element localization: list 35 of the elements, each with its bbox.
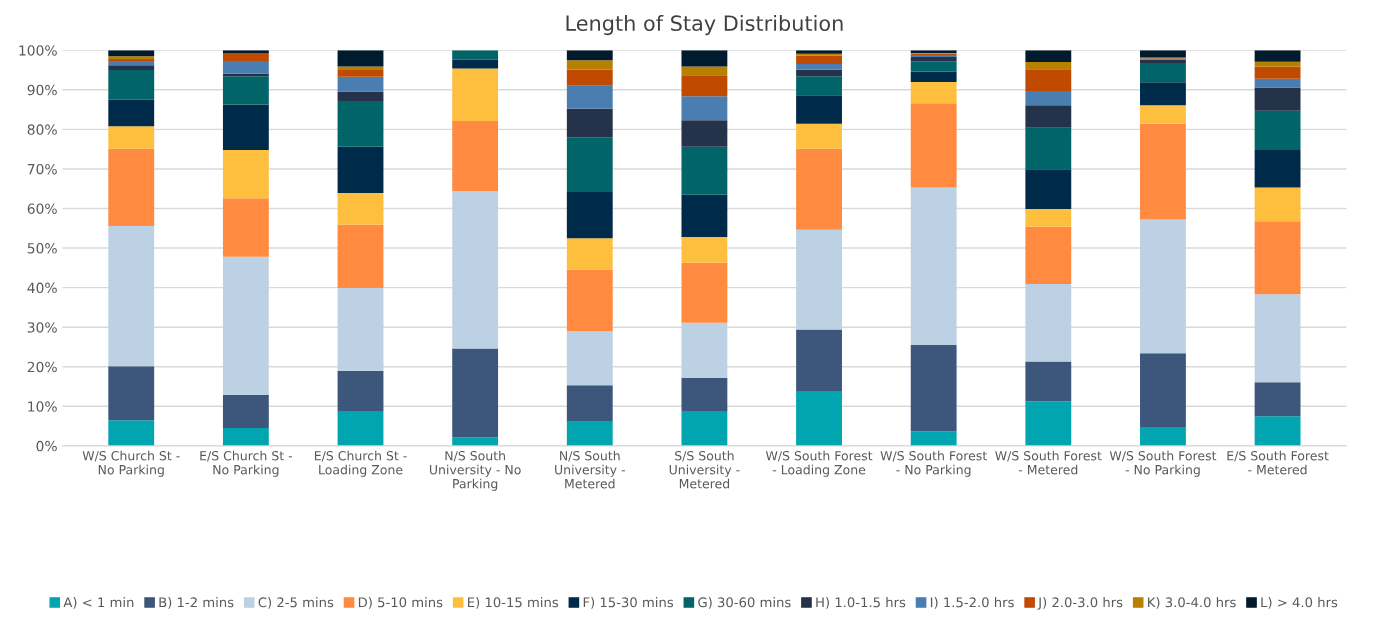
y-tick-label: 70% xyxy=(27,163,57,175)
legend-label: I) 1.5-2.0 hrs xyxy=(930,597,1014,609)
y-tick-label: 30% xyxy=(27,322,57,333)
chart-title: Length of Stay Distribution xyxy=(566,14,843,36)
y-tick-label: 40% xyxy=(27,282,57,294)
y-tick-label: 0% xyxy=(36,440,57,452)
x-tick-label: W/S Church St - No Parking xyxy=(82,450,180,477)
x-tick-label: W/S South Forest - Loading Zone xyxy=(765,450,873,477)
legend-label: A) < 1 min xyxy=(63,597,134,609)
x-tick-label: E/S South Forest - Metered xyxy=(1227,450,1329,475)
y-tick-label: 80% xyxy=(27,124,57,135)
legend-label: G) 30-60 mins xyxy=(698,597,791,609)
legend-label: C) 2-5 mins xyxy=(258,597,334,609)
x-tick-label: N/S South University - Metered xyxy=(555,450,625,489)
legend-label: J) 2.0-3.0 hrs xyxy=(1037,597,1123,610)
x-tick-label: W/S South Forest - No Parking xyxy=(880,450,987,477)
x-tick-label: W/S South Forest - No Parking xyxy=(1109,450,1217,477)
legend-label: F) 15-30 mins xyxy=(583,597,674,609)
x-tick-label: W/S South Forest - Metered xyxy=(995,450,1102,475)
legend-label: D) 5-10 mins xyxy=(358,597,443,609)
y-tick-label: 100% xyxy=(19,45,57,56)
y-tick-label: 10% xyxy=(28,401,57,412)
legend-label: L) > 4.0 hrs xyxy=(1261,597,1338,609)
legend-label: E) 10-15 mins xyxy=(468,597,559,609)
legend-label: B) 1-2 mins xyxy=(159,597,234,609)
y-tick-label: 60% xyxy=(27,203,57,214)
x-tick-label: N/S South University - No Parking xyxy=(429,450,521,491)
x-tick-label: S/S South University - Metered xyxy=(669,450,740,489)
x-tick-label: E/S Church St - No Parking xyxy=(200,450,293,477)
y-tick-label: 50% xyxy=(27,243,57,254)
legend-label: K) 3.0-4.0 hrs xyxy=(1148,597,1236,609)
y-tick-label: 20% xyxy=(27,361,57,373)
legend-label: H) 1.0-1.5 hrs xyxy=(816,597,906,609)
y-tick-label: 90% xyxy=(27,84,57,96)
x-tick-label: E/S Church St - Loading Zone xyxy=(314,450,407,477)
